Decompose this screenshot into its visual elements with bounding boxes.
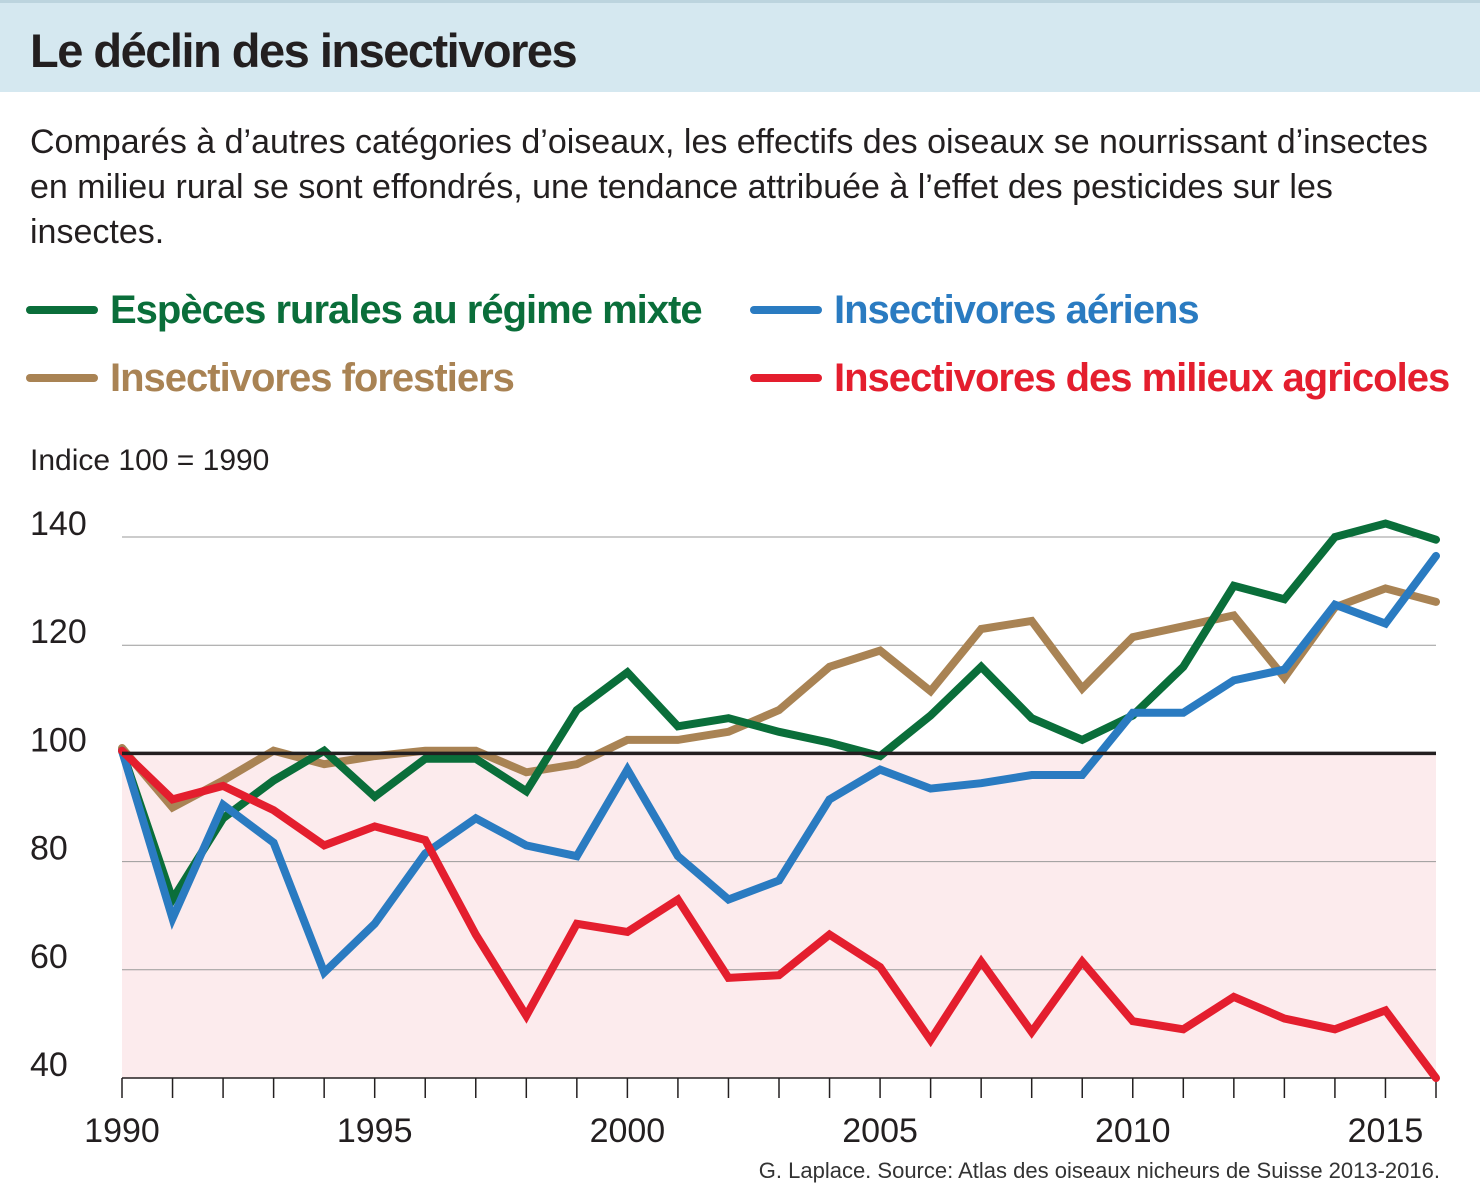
legend-label-agricultural: Insectivores des milieux agricoles (834, 355, 1450, 400)
legend-item-aerial: Insectivores aériens (750, 287, 1200, 332)
legend-swatch-agricultural (750, 374, 822, 382)
y-tick-label-120: 120 (30, 613, 87, 651)
x-tick-label-2005: 2005 (842, 1112, 918, 1150)
legend-swatch-aerial (750, 306, 822, 314)
series-agricultural (118, 746, 1440, 1082)
legend-swatch-mixed-rural (26, 306, 98, 314)
legend-label-mixed-rural: Espèces rurales au régime mixte (110, 287, 703, 332)
series-mixed-rural (118, 519, 1440, 909)
y-tick-label-60: 60 (30, 938, 68, 976)
source-credit: G. Laplace. Source: Atlas des oiseaux ni… (758, 1158, 1440, 1183)
series-aerial (118, 551, 1440, 980)
below-baseline-shading (122, 753, 1436, 1078)
x-tick-label-2015: 2015 (1348, 1112, 1424, 1150)
legend-item-forest: Insectivores forestiers (26, 355, 515, 400)
legend-item-agricultural: Insectivores des milieux agricoles (750, 355, 1450, 400)
y-tick-label-40: 40 (30, 1046, 68, 1084)
y-tick-label-80: 80 (30, 830, 68, 868)
legend-label-forest: Insectivores forestiers (110, 355, 515, 400)
x-tick-label-1995: 1995 (337, 1112, 413, 1150)
chart-title: Le déclin des insectivores (30, 24, 578, 77)
x-tick-label-2000: 2000 (590, 1112, 666, 1150)
x-tick-label-2010: 2010 (1095, 1112, 1171, 1150)
legend-item-mixed-rural: Espèces rurales au régime mixte (26, 287, 703, 332)
legend-swatch-forest (26, 374, 98, 382)
chart-subtitle: Comparés à d’autres catégories d’oiseaux… (30, 123, 1428, 251)
legend-label-aerial: Insectivores aériens (834, 287, 1200, 332)
x-tick-label-1990: 1990 (84, 1112, 160, 1150)
title-bar: Le déclin des insectivores (0, 0, 1480, 92)
y-tick-label-100: 100 (30, 721, 87, 759)
y-axis-index-note: Indice 100 = 1990 (30, 444, 270, 477)
y-tick-label-140: 140 (30, 505, 87, 543)
